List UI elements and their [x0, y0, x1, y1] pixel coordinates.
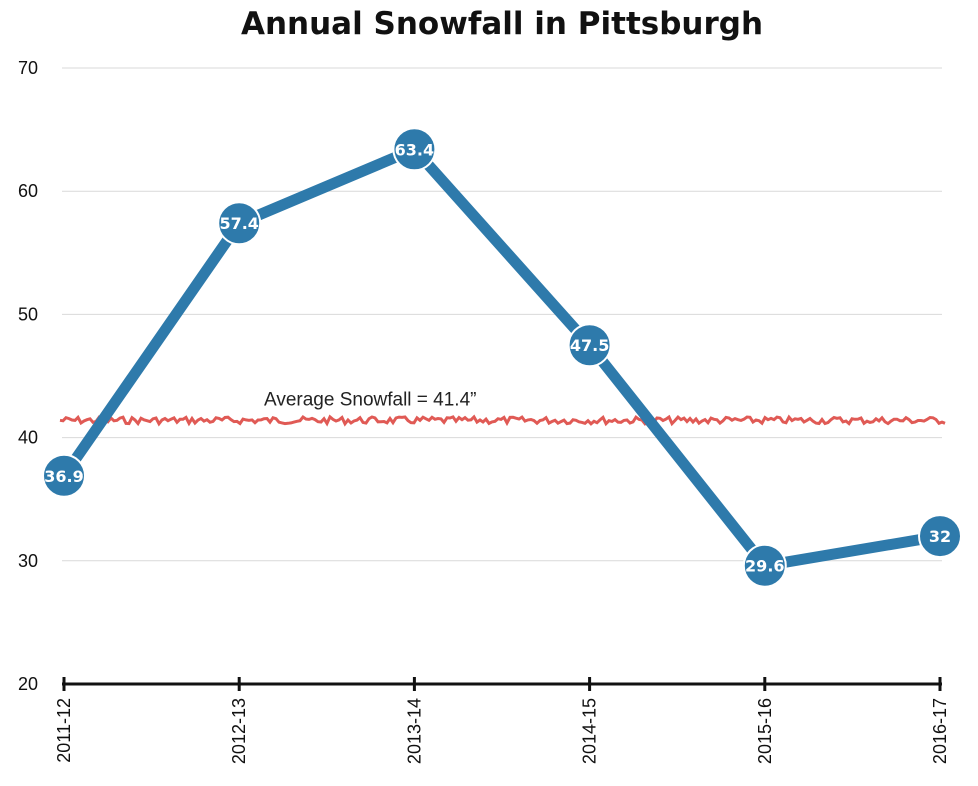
- series-line: [58, 143, 946, 572]
- x-tick-label: 2011-12: [54, 698, 74, 763]
- y-axis: 20 30 40 50 60 70: [18, 58, 38, 694]
- data-point: [567, 323, 612, 368]
- average-line: [59, 414, 946, 427]
- x-tick-label: 2016-17: [930, 698, 950, 764]
- y-tick-label: 40: [18, 428, 38, 448]
- data-point: [217, 201, 262, 246]
- data-point: [918, 514, 962, 559]
- data-point: [42, 453, 86, 498]
- data-label: 36.9: [44, 467, 83, 486]
- data-points: 36.9 57.4 63.4 47.5 29.6 32: [42, 127, 962, 588]
- data-label: 29.6: [745, 557, 784, 576]
- data-point: [392, 127, 437, 172]
- y-tick-label: 70: [18, 58, 38, 78]
- x-tick-label: 2015-16: [755, 698, 775, 764]
- data-label: 47.5: [570, 336, 609, 355]
- x-tick-label: 2014-15: [580, 698, 600, 764]
- y-tick-label: 20: [18, 674, 38, 694]
- average-annotation: Average Snowfall = 41.4”: [264, 389, 476, 410]
- y-tick-label: 60: [18, 181, 38, 201]
- data-label: 57.4: [219, 214, 258, 233]
- chart-title: Annual Snowfall in Pittsburgh: [241, 6, 763, 42]
- data-point: [742, 543, 787, 588]
- data-label: 32: [929, 527, 951, 546]
- y-tick-label: 30: [18, 551, 38, 571]
- series-layer: [58, 143, 946, 572]
- y-tick-label: 50: [18, 304, 38, 324]
- x-tick-label: 2013-14: [404, 698, 424, 764]
- gridlines: [62, 67, 942, 562]
- average-reference: Average Snowfall = 41.4”: [59, 389, 946, 427]
- x-tick-label: 2012-13: [229, 698, 249, 764]
- data-label: 63.4: [395, 140, 434, 159]
- x-axis: 2011-12 2012-13 2013-14 2014-15 2015-16 2016-…: [54, 677, 950, 764]
